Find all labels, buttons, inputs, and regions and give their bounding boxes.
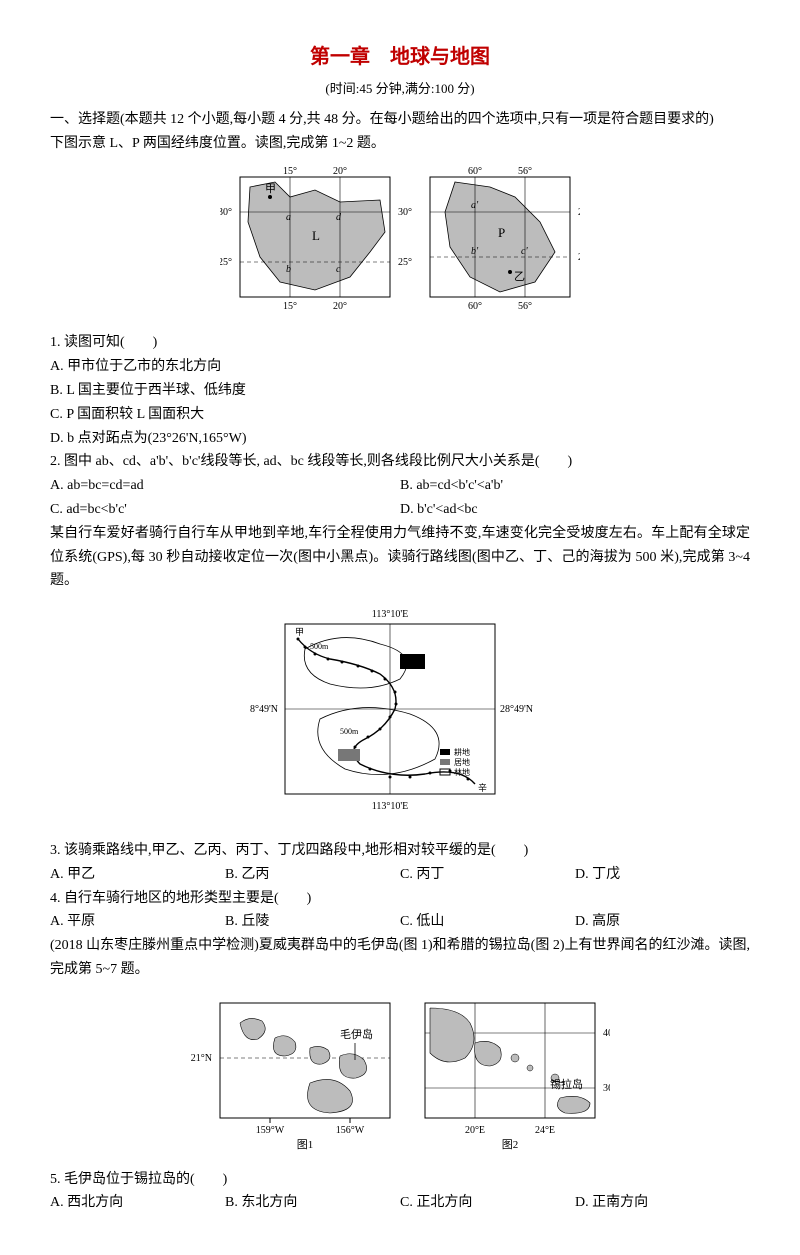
q1-2-stem: 下图示意 L、P 两国经纬度位置。读图,完成第 1~2 题。: [50, 132, 750, 156]
svg-text:30°: 30°: [220, 207, 232, 218]
svg-text:60°: 60°: [468, 166, 482, 177]
q2-opt-a: A. ab=bc=cd=ad: [50, 474, 400, 498]
exam-meta: (时间:45 分钟,满分:100 分): [50, 78, 750, 100]
svg-text:林地: 林地: [454, 767, 470, 777]
svg-text:20°: 20°: [578, 207, 580, 218]
q4-opt-d: D. 高原: [575, 910, 750, 934]
svg-text:113°10'E: 113°10'E: [372, 801, 409, 812]
q2-opt-d: D. b'c'<ad<bc: [400, 498, 750, 522]
q4-opt-b: B. 丘陵: [225, 910, 400, 934]
q2-opt-c: C. ad=bc<b'c': [50, 498, 400, 522]
q5-opt-a: A. 西北方向: [50, 1191, 225, 1215]
svg-text:56°: 56°: [518, 166, 532, 177]
q5-7-stem: (2018 山东枣庄滕州重点中学检测)夏威夷群岛中的毛伊岛(图 1)和希腊的锡拉…: [50, 934, 750, 982]
svg-text:56°: 56°: [518, 301, 532, 312]
svg-text:c': c': [521, 246, 528, 257]
svg-text:居地: 居地: [454, 757, 470, 767]
q2-stem: 2. 图中 ab、cd、a'b'、b'c'线段等长, ad、bc 线段等长,则各…: [50, 450, 750, 474]
figure-3: 21°N 毛伊岛 159°W 156°W 图1 40°N 36°N 20°E 2…: [50, 988, 750, 1162]
svg-text:60°: 60°: [468, 301, 482, 312]
svg-text:36°N: 36°N: [603, 1083, 610, 1094]
q5-opt-b: B. 东北方向: [225, 1191, 400, 1215]
q4-opt-c: C. 低山: [400, 910, 575, 934]
q5-opt-c: C. 正北方向: [400, 1191, 575, 1215]
svg-text:L: L: [312, 228, 320, 243]
q5-stem: 5. 毛伊岛位于锡拉岛的( ): [50, 1168, 750, 1192]
svg-text:113°10'E: 113°10'E: [372, 609, 409, 620]
svg-text:a: a: [286, 212, 291, 223]
svg-text:耕地: 耕地: [454, 747, 470, 757]
svg-text:P: P: [498, 225, 505, 240]
q3-opt-d: D. 丁戊: [575, 863, 750, 887]
q3-opt-c: C. 丙丁: [400, 863, 575, 887]
svg-text:40°N: 40°N: [603, 1028, 610, 1039]
svg-text:500m: 500m: [340, 727, 359, 736]
svg-text:a': a': [471, 200, 479, 211]
svg-text:甲: 甲: [295, 627, 304, 637]
q2-options: A. ab=bc=cd=ad B. ab=cd<b'c'<a'b' C. ad=…: [50, 474, 750, 522]
q3-options: A. 甲乙 B. 乙丙 C. 丙丁 D. 丁戊: [50, 863, 750, 887]
q4-opt-a: A. 平原: [50, 910, 225, 934]
svg-text:c: c: [336, 264, 341, 275]
svg-text:156°W: 156°W: [336, 1125, 365, 1136]
svg-text:b: b: [286, 264, 291, 275]
q1-opt-b: B. L 国主要位于西半球、低纬度: [50, 379, 750, 403]
q4-options: A. 平原 B. 丘陵 C. 低山 D. 高原: [50, 910, 750, 934]
svg-text:乙: 乙: [514, 270, 525, 283]
svg-text:159°W: 159°W: [256, 1125, 285, 1136]
svg-text:28°49'N: 28°49'N: [250, 704, 278, 715]
svg-text:b': b': [471, 246, 479, 257]
svg-text:24°: 24°: [578, 252, 580, 263]
svg-text:30°: 30°: [398, 207, 412, 218]
svg-text:20°E: 20°E: [465, 1125, 485, 1136]
svg-text:25°: 25°: [220, 257, 232, 268]
svg-text:24°E: 24°E: [535, 1125, 555, 1136]
svg-text:500m: 500m: [310, 642, 329, 651]
q4-stem: 4. 自行车骑行地区的地形类型主要是( ): [50, 887, 750, 911]
q5-options: A. 西北方向 B. 东北方向 C. 正北方向 D. 正南方向: [50, 1191, 750, 1215]
q3-stem: 3. 该骑乘路线中,甲乙、乙丙、丙丁、丁戊四路段中,地形相对较平缓的是( ): [50, 839, 750, 863]
svg-text:25°: 25°: [398, 257, 412, 268]
figure-1: 15° 20° 15° 20° 30° 25° 30° 25° 甲 a b c …: [50, 162, 750, 326]
q1-options: A. 甲市位于乙市的东北方向 B. L 国主要位于西半球、低纬度 C. P 国面…: [50, 355, 750, 450]
svg-text:锡拉岛: 锡拉岛: [550, 1077, 583, 1091]
q3-opt-b: B. 乙丙: [225, 863, 400, 887]
q3-4-stem: 某自行车爱好者骑行自行车从甲地到辛地,车行全程使用力气维持不变,车速变化完全受坡…: [50, 522, 750, 593]
svg-text:图1: 图1: [297, 1138, 314, 1151]
svg-text:15°: 15°: [283, 166, 297, 177]
svg-text:辛: 辛: [478, 782, 487, 793]
svg-text:15°: 15°: [283, 301, 297, 312]
svg-text:21°N: 21°N: [191, 1053, 212, 1064]
svg-text:28°49'N: 28°49'N: [500, 704, 533, 715]
svg-text:毛伊岛: 毛伊岛: [340, 1027, 373, 1041]
svg-text:甲: 甲: [265, 183, 276, 195]
q1-opt-d: D. b 点对跖点为(23°26'N,165°W): [50, 427, 750, 451]
q1-opt-a: A. 甲市位于乙市的东北方向: [50, 355, 750, 379]
svg-text:图2: 图2: [502, 1138, 519, 1151]
q1-stem: 1. 读图可知( ): [50, 331, 750, 355]
q2-opt-b: B. ab=cd<b'c'<a'b': [400, 474, 750, 498]
q5-opt-d: D. 正南方向: [575, 1191, 750, 1215]
svg-text:20°: 20°: [333, 166, 347, 177]
svg-text:20°: 20°: [333, 301, 347, 312]
q1-opt-c: C. P 国面积较 L 国面积大: [50, 403, 750, 427]
section-1-heading: 一、选择题(本题共 12 个小题,每小题 4 分,共 48 分。在每小题给出的四…: [50, 108, 750, 132]
q3-opt-a: A. 甲乙: [50, 863, 225, 887]
chapter-title: 第一章 地球与地图: [50, 40, 750, 74]
figure-2: 113°10'E 113°10'E 28°49'N 28°49'N 甲 500m…: [50, 599, 750, 833]
